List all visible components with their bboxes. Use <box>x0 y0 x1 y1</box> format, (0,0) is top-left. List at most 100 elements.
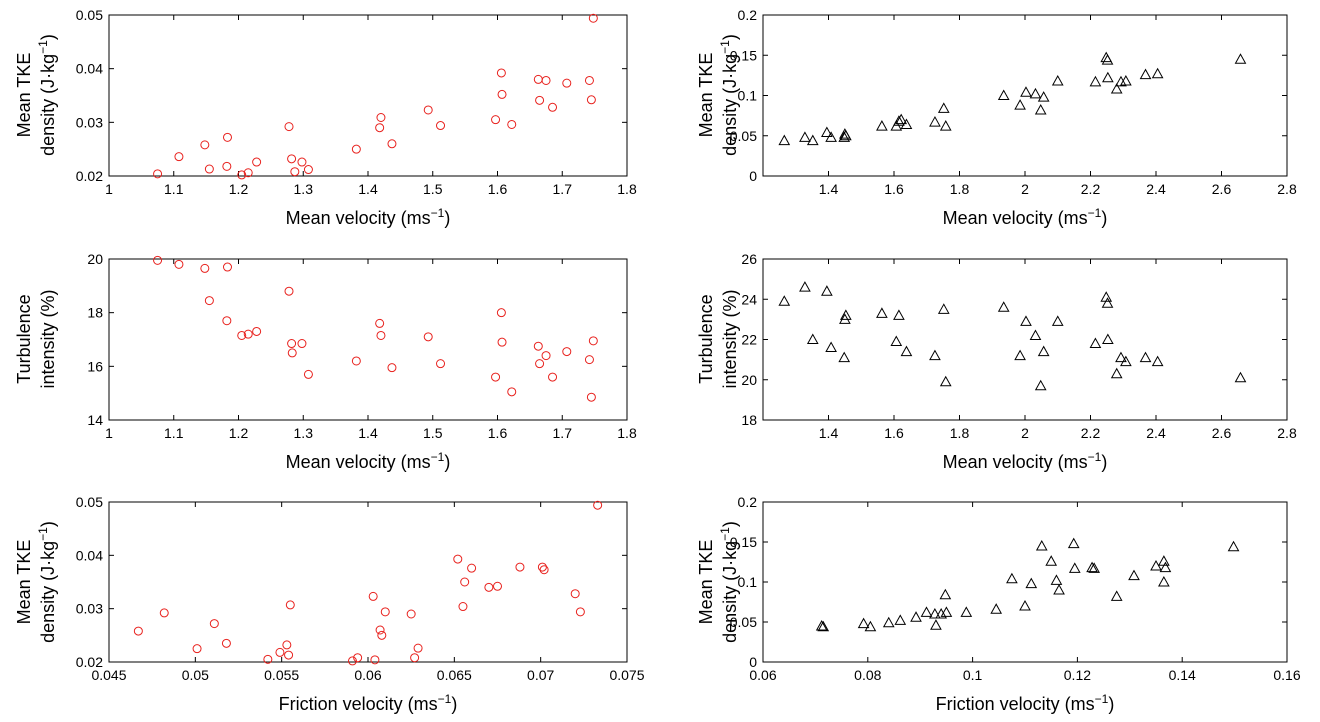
y-axis-label-line1: Turbulence <box>696 294 716 383</box>
data-point <box>410 653 420 663</box>
data-point <box>493 581 502 591</box>
y-axis-label-line1: Mean TKE <box>14 540 34 625</box>
data-point <box>209 619 219 629</box>
x-tick-label: 1.4 <box>819 425 839 441</box>
data-point <box>370 655 380 665</box>
data-point <box>1234 371 1247 383</box>
data-point <box>799 131 811 142</box>
x-tick-label: 1.6 <box>884 181 904 197</box>
x-tick-label: 1.1 <box>164 425 184 441</box>
data-point <box>436 121 446 131</box>
data-point <box>1020 315 1032 326</box>
data-point <box>133 626 143 636</box>
data-point <box>453 554 463 564</box>
x-axis-label: Friction velocity (ms−1) <box>936 692 1115 714</box>
data-point <box>375 318 385 328</box>
data-point <box>893 115 905 126</box>
data-point <box>882 616 895 628</box>
data-point <box>287 339 297 349</box>
x-tick-label: 1.6 <box>884 425 904 441</box>
x-tick-label: 1.3 <box>294 425 314 441</box>
data-point <box>491 115 501 125</box>
data-point <box>303 165 313 175</box>
data-point <box>562 347 572 357</box>
x-tick-label: 0.075 <box>609 667 644 683</box>
plot-frame <box>108 501 628 663</box>
chart-panel-4: 1.4 1.6 1.8 2 2.2 2.4 2.6 2.8 18 20 22 24 26 Mean vel… <box>696 251 1297 472</box>
y-tick-label: 16 <box>87 358 103 374</box>
y-tick-label: 0.15 <box>730 534 757 550</box>
data-point <box>588 336 598 346</box>
x-tick-label: 2.6 <box>1212 181 1232 197</box>
data-point <box>1110 367 1123 379</box>
data-point <box>252 157 262 167</box>
data-point <box>284 122 294 132</box>
data-point <box>243 329 253 339</box>
y-tick-label: 0.03 <box>76 601 103 617</box>
y-tick-label: 18 <box>87 305 103 321</box>
data-point <box>1110 83 1123 94</box>
data-point <box>353 653 363 663</box>
y-tick-label: 0.04 <box>76 61 103 77</box>
chart-panel-2: 1.4 1.6 1.8 2 2.2 2.4 2.6 2.8 0 0.05 0.1 0.15 0.2 Mea… <box>696 7 1297 228</box>
x-tick-label: 1.8 <box>950 425 970 441</box>
x-tick-label: 1.1 <box>164 181 184 197</box>
y-tick-label: 0.1 <box>738 88 758 104</box>
x-tick-label: 1.8 <box>617 425 637 441</box>
x-tick-label: 0.12 <box>1064 667 1091 683</box>
data-point <box>929 349 941 361</box>
y-tick-label: 0 <box>749 654 757 670</box>
data-point <box>806 333 819 344</box>
x-tick-label: 1 <box>105 425 113 441</box>
data-point <box>937 102 950 113</box>
x-axis-label: Mean velocity (ms−1) <box>286 450 451 472</box>
data-point <box>375 625 385 635</box>
x-tick-label: 0.1 <box>963 667 983 683</box>
y-tick-label: 18 <box>741 412 757 428</box>
data-point <box>997 301 1010 312</box>
data-point <box>387 139 397 149</box>
data-point <box>1051 74 1064 86</box>
data-point <box>1035 539 1048 551</box>
data-point <box>204 164 214 174</box>
data-point <box>799 281 811 292</box>
data-point <box>825 131 837 142</box>
x-tick-label: 1.7 <box>553 181 573 197</box>
chart-panel-6: 0.06 0.08 0.1 0.12 0.14 0.16 0 0.05 0.1 0.15 0.2 Fr… <box>696 494 1301 714</box>
data-point <box>876 120 888 131</box>
data-point <box>1020 86 1032 97</box>
y-tick-label: 20 <box>87 251 103 267</box>
data-point <box>1014 99 1026 110</box>
data-point <box>895 113 908 125</box>
data-point <box>838 131 851 142</box>
data-point <box>1101 54 1114 65</box>
data-point <box>593 500 603 510</box>
y-tick-label: 0.02 <box>76 654 103 670</box>
data-point <box>535 95 545 105</box>
y-axis-label-line2: intensity (%) <box>38 289 58 388</box>
data-point <box>1120 355 1132 367</box>
data-point <box>929 116 941 127</box>
data-point <box>200 140 210 150</box>
x-axis-label: Mean velocity (ms−1) <box>286 206 451 228</box>
data-point <box>263 654 273 664</box>
x-tick-label: 0.05 <box>182 667 209 683</box>
data-point <box>153 169 163 179</box>
data-point <box>375 123 385 133</box>
data-point <box>484 582 494 592</box>
y-axis-label-line1: Mean TKE <box>14 53 34 138</box>
data-point <box>586 392 596 402</box>
y-tick-label: 22 <box>741 332 757 348</box>
data-point <box>491 372 501 382</box>
y-tick-label: 0.15 <box>730 47 757 63</box>
x-tick-label: 2.2 <box>1081 425 1101 441</box>
data-point <box>496 308 506 318</box>
data-point <box>778 295 791 306</box>
data-point <box>376 113 386 123</box>
data-point <box>1088 562 1101 573</box>
data-point <box>1029 87 1042 99</box>
plot-frame <box>762 258 1288 421</box>
y-tick-label: 0.1 <box>738 574 758 590</box>
data-point <box>541 75 551 85</box>
x-tick-label: 1.8 <box>617 181 637 197</box>
